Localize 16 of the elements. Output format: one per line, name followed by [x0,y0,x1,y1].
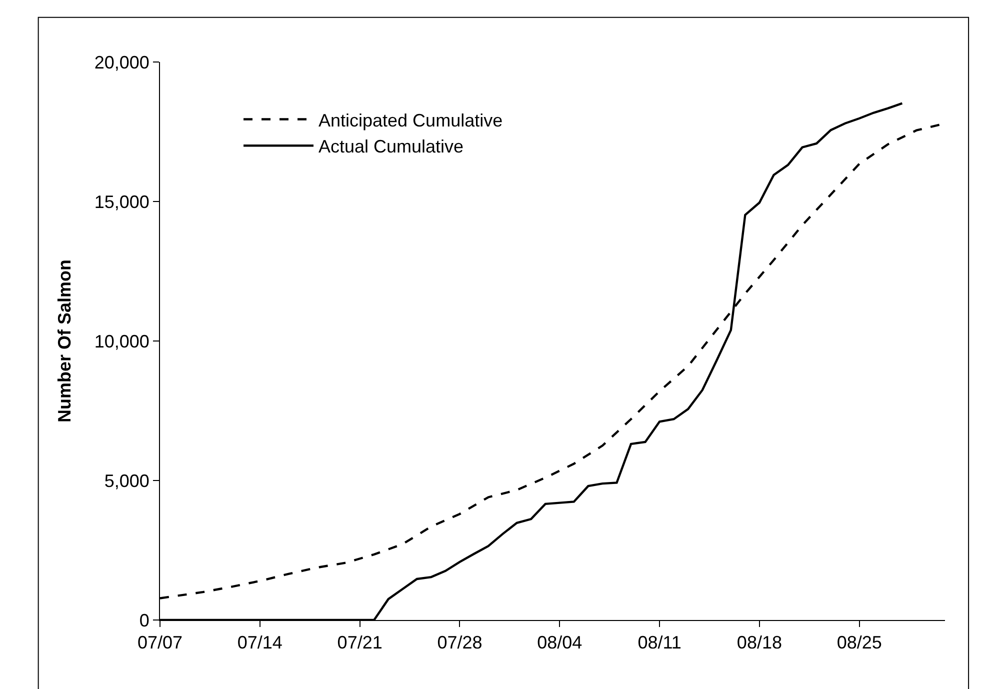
y-tick-label: 5,000 [104,470,150,491]
legend-label: Actual Cumulative [318,136,464,157]
y-tick-label: 0 [139,610,150,630]
x-tick-label: 07/14 [237,632,282,653]
x-tick-label: 07/21 [337,632,382,653]
x-tick-label: 08/25 [836,632,882,653]
x-tick-label: 08/04 [537,632,582,653]
x-tick-label: 07/28 [437,632,482,653]
y-tick-label: 15,000 [94,192,150,212]
y-tick-label: 20,000 [94,52,150,72]
y-tick-label: 10,000 [94,331,150,352]
x-tick-label: 07/07 [137,632,183,653]
legend-label: Anticipated Cumulative [318,110,503,130]
x-tick-label: 08/11 [638,632,682,653]
x-tick-label: 08/18 [736,632,782,653]
y-axis-title: Number Of Salmon [54,259,75,423]
